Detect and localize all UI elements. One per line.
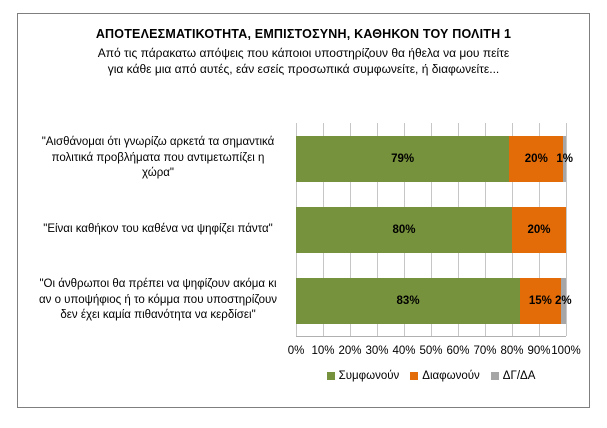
bar-segment: 79% <box>296 135 510 182</box>
data-label: 83% <box>396 294 420 307</box>
x-axis-tick-label: 100% <box>551 345 581 357</box>
legend-swatch <box>490 372 499 380</box>
stacked-bar: 83% 15% 2% <box>296 277 572 324</box>
x-axis-tick-label: 40% <box>392 345 416 357</box>
bar-segment: 80% <box>296 206 512 253</box>
bar-segment: 2% <box>555 277 572 324</box>
data-label: 20% <box>527 223 551 236</box>
legend-swatch <box>326 372 335 380</box>
x-axis-tick-label: 70% <box>473 345 497 357</box>
legend: Συμφωνούν Διαφωνούν ΔΓ/ΔΑ <box>296 370 566 382</box>
x-axis-tick-label: 60% <box>446 345 470 357</box>
legend-label: Διαφωνούν <box>422 370 480 382</box>
x-axis-tick-label: 30% <box>365 345 389 357</box>
x-axis: 0% 10% 20% 30% 40% 50% 60% 70% 80% 90% 100% <box>288 345 581 360</box>
legend-item: Συμφωνούν <box>326 370 400 382</box>
x-axis-tick-label: 20% <box>338 345 362 357</box>
data-label: 1% <box>556 152 573 165</box>
x-axis-tick-label: 50% <box>419 345 443 357</box>
legend-label: ΔΓ/ΔΑ <box>502 370 536 382</box>
bar-row: 83% 15% 2% <box>296 265 572 336</box>
x-axis-tick-label: 0% <box>287 345 305 357</box>
legend-swatch <box>410 372 419 380</box>
bar-segment: 20% <box>509 135 564 182</box>
stacked-bar: 79% 20% 1% <box>296 135 573 182</box>
data-label: 2% <box>554 294 572 307</box>
chart-subtitle-line1: Από τις πάρακατω απόψεις που κάποιοι υπο… <box>97 46 510 60</box>
legend-label: Συμφωνούν <box>338 370 400 382</box>
bar-segment: 83% <box>296 277 521 324</box>
legend-item: ΔΓ/ΔΑ <box>490 370 536 382</box>
chart-title: ΑΠΟΤΕΛΕΣΜΑΤΙΚΟΤΗΤΑ, ΕΜΠΙΣΤΟΣΥΝΗ, ΚΑΘΗΚΟΝ… <box>95 27 512 41</box>
data-label: 15% <box>528 294 552 307</box>
category-label: "Οι άνθρωποι θα πρέπει να ψηφίζουν ακόμα… <box>38 278 278 322</box>
bar-row: 79% 20% 1% <box>296 123 573 194</box>
category-label: "Είναι καθήκον του καθένα να ψηφίζει πάν… <box>43 222 273 235</box>
x-axis-tick-label: 80% <box>500 345 524 357</box>
legend-item: Διαφωνούν <box>410 370 480 382</box>
gridline <box>565 123 567 336</box>
category-label: "Αισθάνομαι ότι γνωρίζω αρκετά τα σημαντ… <box>41 136 275 180</box>
bar-segment: 1% <box>556 135 573 182</box>
x-axis-tick-label: 90% <box>527 345 551 357</box>
data-label: 20% <box>524 152 548 165</box>
data-label: 80% <box>392 223 416 236</box>
bar-row: 80% 20% <box>296 194 566 265</box>
bar-segment: 20% <box>512 206 566 253</box>
bar-segment: 15% <box>520 277 561 324</box>
chart-subtitle-line2: για κάθε μια από αυτές, εάν εσείς προσωπ… <box>107 62 500 76</box>
x-axis-tick-label: 10% <box>311 345 335 357</box>
plot-area: 79% 20% 1% 80% 20% 83% 15% 2% <box>295 123 573 337</box>
chart-figure: ΑΠΟΤΕΛΕΣΜΑΤΙΚΟΤΗΤΑ, ΕΜΠΙΣΤΟΣΥΝΗ, ΚΑΘΗΚΟΝ… <box>17 13 590 408</box>
stacked-bar: 80% 20% <box>296 206 566 253</box>
data-label: 79% <box>391 152 415 165</box>
